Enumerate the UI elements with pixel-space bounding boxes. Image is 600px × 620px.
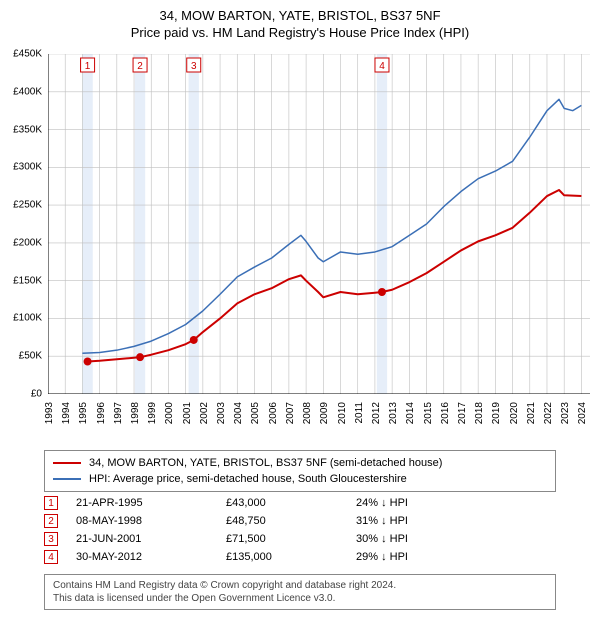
y-tick-label: £450K xyxy=(13,49,42,60)
y-axis-labels: £0£50K£100K£150K£200K£250K£300K£350K£400… xyxy=(0,50,46,394)
chart-container: 34, MOW BARTON, YATE, BRISTOL, BS37 5NF … xyxy=(0,0,600,620)
y-tick-label: £150K xyxy=(13,275,42,286)
x-tick-label: 2019 xyxy=(491,402,502,424)
sale-marker: 1 xyxy=(44,496,58,510)
x-tick-label: 2003 xyxy=(216,402,227,424)
x-tick-label: 2017 xyxy=(457,402,468,424)
x-tick-label: 2015 xyxy=(423,402,434,424)
sale-row: 3 21-JUN-2001£71,50030% ↓ HPI xyxy=(44,530,556,548)
sale-row: 1 21-APR-1995£43,00024% ↓ HPI xyxy=(44,494,556,512)
y-tick-label: £200K xyxy=(13,237,42,248)
svg-text:1: 1 xyxy=(85,61,91,72)
x-tick-label: 2021 xyxy=(526,402,537,424)
chart-svg: 1 2 3 4 xyxy=(48,54,590,394)
x-tick-label: 2022 xyxy=(543,402,554,424)
sale-price: £71,500 xyxy=(226,533,356,545)
y-tick-label: £50K xyxy=(19,351,42,362)
y-tick-label: £0 xyxy=(31,389,42,400)
y-tick-label: £250K xyxy=(13,200,42,211)
x-tick-label: 1997 xyxy=(113,402,124,424)
x-tick-label: 2010 xyxy=(337,402,348,424)
sale-diff: 29% ↓ HPI xyxy=(356,551,476,563)
x-tick-label: 2006 xyxy=(268,402,279,424)
legend-row-hpi: HPI: Average price, semi-detached house,… xyxy=(53,471,547,487)
x-tick-label: 1999 xyxy=(147,402,158,424)
legend-box: 34, MOW BARTON, YATE, BRISTOL, BS37 5NF … xyxy=(44,450,556,492)
x-axis-labels: 1993199419951996199719981999200020012002… xyxy=(48,398,590,448)
x-tick-label: 2008 xyxy=(302,402,313,424)
sale-row: 4 30-MAY-2012£135,00029% ↓ HPI xyxy=(44,548,556,566)
svg-text:4: 4 xyxy=(379,61,385,72)
x-tick-label: 2020 xyxy=(509,402,520,424)
sale-diff: 31% ↓ HPI xyxy=(356,515,476,527)
svg-text:3: 3 xyxy=(191,61,197,72)
sale-marker: 3 xyxy=(44,532,58,546)
footer-line1: Contains HM Land Registry data © Crown c… xyxy=(53,579,547,592)
x-tick-label: 2016 xyxy=(440,402,451,424)
y-tick-label: £300K xyxy=(13,162,42,173)
legend-label-paid: 34, MOW BARTON, YATE, BRISTOL, BS37 5NF … xyxy=(89,457,442,469)
sale-date: 21-JUN-2001 xyxy=(76,533,226,545)
sale-diff: 24% ↓ HPI xyxy=(356,497,476,509)
sale-price: £48,750 xyxy=(226,515,356,527)
y-tick-label: £350K xyxy=(13,124,42,135)
footer-line2: This data is licensed under the Open Gov… xyxy=(53,592,547,605)
legend-label-hpi: HPI: Average price, semi-detached house,… xyxy=(89,473,407,485)
y-tick-label: £100K xyxy=(13,313,42,324)
x-tick-label: 2007 xyxy=(285,402,296,424)
sale-date: 08-MAY-1998 xyxy=(76,515,226,527)
x-tick-label: 1996 xyxy=(96,402,107,424)
svg-text:2: 2 xyxy=(137,61,143,72)
sale-row: 2 08-MAY-1998£48,75031% ↓ HPI xyxy=(44,512,556,530)
x-tick-label: 2004 xyxy=(233,402,244,424)
legend-swatch-hpi xyxy=(53,478,81,480)
x-tick-label: 2024 xyxy=(577,402,588,424)
sale-price: £43,000 xyxy=(226,497,356,509)
chart-plot-area: 1 2 3 4 xyxy=(48,54,590,394)
sale-date: 30-MAY-2012 xyxy=(76,551,226,563)
x-tick-label: 2011 xyxy=(354,402,365,424)
legend-swatch-paid xyxy=(53,462,81,464)
x-tick-label: 2012 xyxy=(371,402,382,424)
x-tick-label: 2018 xyxy=(474,402,485,424)
sale-price: £135,000 xyxy=(226,551,356,563)
x-tick-label: 2001 xyxy=(182,402,193,424)
y-tick-label: £400K xyxy=(13,86,42,97)
footer-box: Contains HM Land Registry data © Crown c… xyxy=(44,574,556,610)
sale-diff: 30% ↓ HPI xyxy=(356,533,476,545)
sale-marker: 2 xyxy=(44,514,58,528)
chart-title-address: 34, MOW BARTON, YATE, BRISTOL, BS37 5NF xyxy=(0,8,600,23)
x-tick-label: 1994 xyxy=(61,402,72,424)
x-tick-label: 2000 xyxy=(164,402,175,424)
x-tick-label: 2002 xyxy=(199,402,210,424)
x-tick-label: 2005 xyxy=(250,402,261,424)
x-tick-label: 2014 xyxy=(405,402,416,424)
x-tick-label: 1993 xyxy=(44,402,55,424)
x-tick-label: 2013 xyxy=(388,402,399,424)
sale-marker: 4 xyxy=(44,550,58,564)
title-block: 34, MOW BARTON, YATE, BRISTOL, BS37 5NF … xyxy=(0,0,600,40)
chart-title-subtitle: Price paid vs. HM Land Registry's House … xyxy=(0,25,600,40)
x-tick-label: 2023 xyxy=(560,402,571,424)
legend-row-paid: 34, MOW BARTON, YATE, BRISTOL, BS37 5NF … xyxy=(53,455,547,471)
x-tick-label: 1995 xyxy=(78,402,89,424)
x-tick-label: 2009 xyxy=(319,402,330,424)
sales-table: 1 21-APR-1995£43,00024% ↓ HPI 2 08-MAY-1998… xyxy=(44,494,556,566)
x-tick-label: 1998 xyxy=(130,402,141,424)
sale-date: 21-APR-1995 xyxy=(76,497,226,509)
